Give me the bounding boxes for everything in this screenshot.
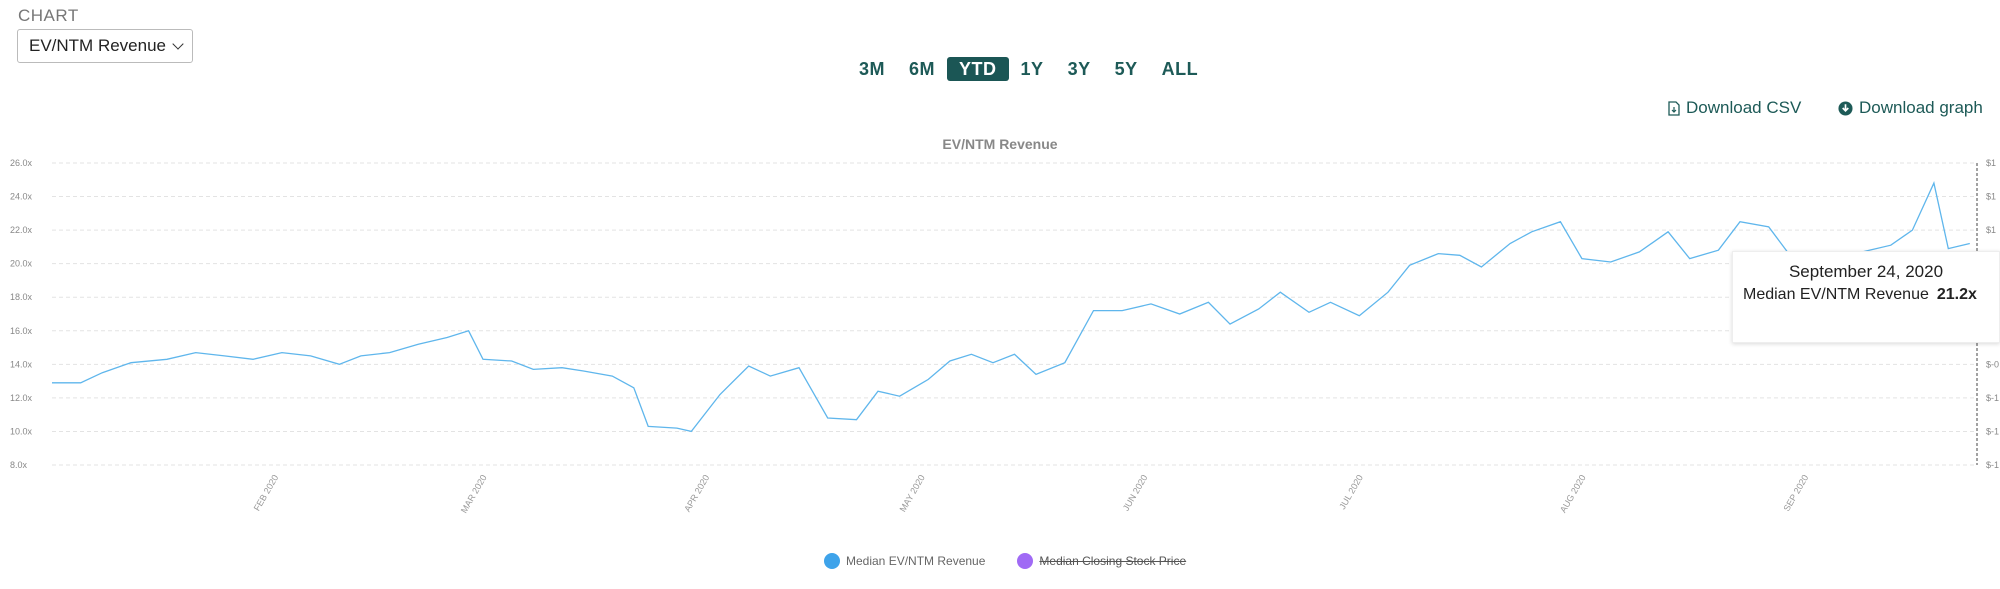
- y2-tick-label: $-1: [1986, 426, 1999, 436]
- legend-item-ev-ntm-revenue[interactable]: Median EV/NTM Revenue: [824, 553, 985, 569]
- x-tick-label: APR 2020: [682, 473, 711, 514]
- download-csv-button[interactable]: Download CSV: [1668, 98, 1801, 118]
- range-button-1y[interactable]: 1Y: [1020, 59, 1044, 79]
- y-tick-label: 14.0x: [10, 359, 33, 369]
- tooltip-value: 21.2x: [1936, 286, 1977, 303]
- y2-tick-label: $1: [1986, 158, 1996, 168]
- chart-metric-select-value: EV/NTM Revenue: [29, 36, 166, 55]
- legend-label: Median Closing Stock Price: [1039, 554, 1187, 568]
- y2-tick-label: $-1: [1986, 393, 1999, 403]
- y-tick-label: 8.0x: [10, 460, 28, 470]
- y2-tick-label: $1: [1986, 192, 1996, 202]
- y-tick-label: 16.0x: [10, 326, 33, 336]
- y-tick-label: 26.0x: [10, 158, 33, 168]
- tooltip-row: Median EV/NTM Revenue 21.2x: [1743, 286, 1977, 304]
- download-circle-icon: [1838, 100, 1853, 116]
- y2-tick-label: $1: [1986, 225, 1996, 235]
- download-graph-label: Download graph: [1859, 98, 1983, 117]
- range-button-3y[interactable]: 3Y: [1067, 59, 1091, 79]
- y-tick-label: 24.0x: [10, 192, 33, 202]
- series-line-ev-ntm-revenue: [52, 181, 1970, 433]
- y2-tick-label: $-0: [1986, 359, 1999, 369]
- chart-legend: Median EV/NTM Revenue Median Closing Sto…: [824, 553, 1186, 569]
- download-csv-label: Download CSV: [1686, 98, 1802, 117]
- legend-marker: [824, 553, 840, 569]
- chart-title: EV/NTM Revenue: [942, 136, 1058, 152]
- x-tick-label: MAY 2020: [898, 473, 927, 514]
- y2-tick-label: $-1: [1986, 460, 1999, 470]
- x-tick-label: MAR 2020: [459, 473, 489, 515]
- y-tick-label: 12.0x: [10, 393, 33, 403]
- file-download-icon: [1668, 100, 1680, 116]
- x-tick-label: AUG 2020: [1558, 473, 1588, 514]
- y-tick-label: 22.0x: [10, 225, 33, 235]
- range-button-all[interactable]: ALL: [1161, 59, 1199, 79]
- legend-marker: [1017, 553, 1034, 569]
- chart-metric-select[interactable]: EV/NTM Revenue: [17, 29, 193, 63]
- x-tick-label: JUL 2020: [1337, 473, 1365, 511]
- tooltip-series-name: Median EV/NTM Revenue: [1743, 286, 1929, 303]
- y-tick-label: 18.0x: [10, 292, 33, 302]
- range-button-5y[interactable]: 5Y: [1114, 59, 1138, 79]
- x-tick-label: JUN 2020: [1121, 473, 1150, 513]
- range-button-3m[interactable]: 3M: [859, 59, 886, 79]
- tooltip-date: September 24, 2020: [1788, 262, 1944, 281]
- range-button-6m[interactable]: 6M: [909, 59, 936, 79]
- chart-tooltip: September 24, 2020 Median EV/NTM Revenue…: [1732, 251, 2000, 343]
- time-range-selector: 3M 6M YTD 1Y 3Y 5Y ALL: [847, 57, 1210, 81]
- download-graph-button[interactable]: Download graph: [1838, 98, 1983, 118]
- range-button-ytd[interactable]: YTD: [947, 57, 1009, 81]
- y-tick-label: 20.0x: [10, 259, 33, 269]
- x-tick-label: FEB 2020: [252, 473, 281, 513]
- legend-item-closing-stock-price[interactable]: Median Closing Stock Price: [1017, 553, 1186, 569]
- chart-section-label: CHART: [18, 6, 79, 25]
- legend-label: Median EV/NTM Revenue: [846, 554, 986, 568]
- x-tick-label: SEP 2020: [1781, 473, 1810, 513]
- y-tick-label: 10.0x: [10, 426, 33, 436]
